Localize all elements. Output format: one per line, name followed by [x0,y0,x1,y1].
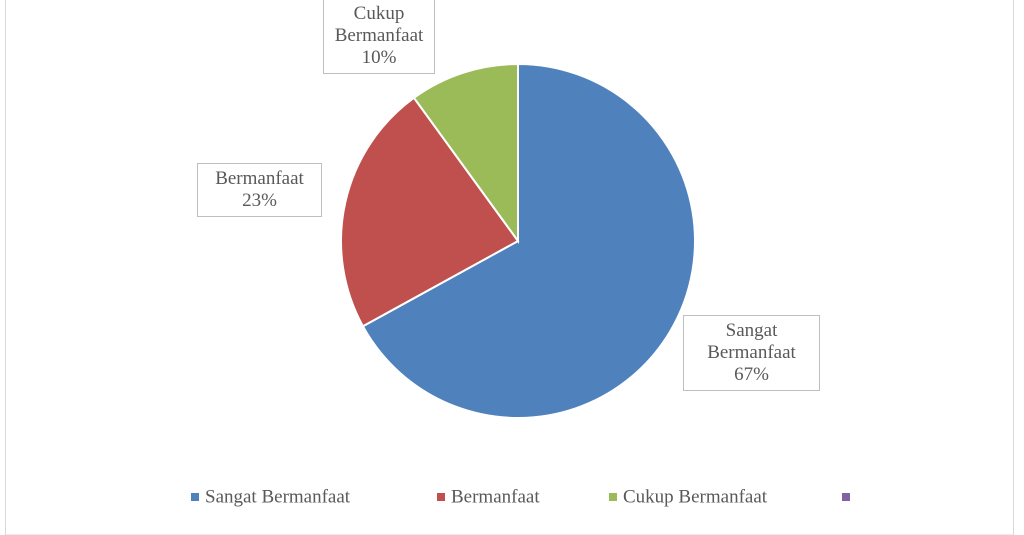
legend-label: Cukup Bermanfaat [623,486,768,507]
pie-slice [340,96,520,328]
data-label-value: 23% [242,190,277,211]
legend-marker [842,493,850,501]
legend-marker [191,493,199,501]
data-label-value: 10% [361,47,397,68]
legend-label: Sangat Bermanfaat [205,486,351,507]
data-label: Cukup Bermanfaat 10% [323,0,435,74]
data-label-category: Bermanfaat [215,168,304,189]
pie-slice [412,62,519,245]
legend-marker [609,493,617,501]
data-label: Bermanfaat 23% [197,163,322,217]
legend-label: Bermanfaat [451,486,540,507]
data-label: Sangat Bermanfaat 67% [683,315,820,391]
data-label-category: Cukup Bermanfaat [334,3,424,46]
data-label-value: 67% [734,364,769,385]
data-label-category: Sangat Bermanfaat [707,320,796,363]
pie-slice [361,62,696,419]
legend-marker [437,493,445,501]
